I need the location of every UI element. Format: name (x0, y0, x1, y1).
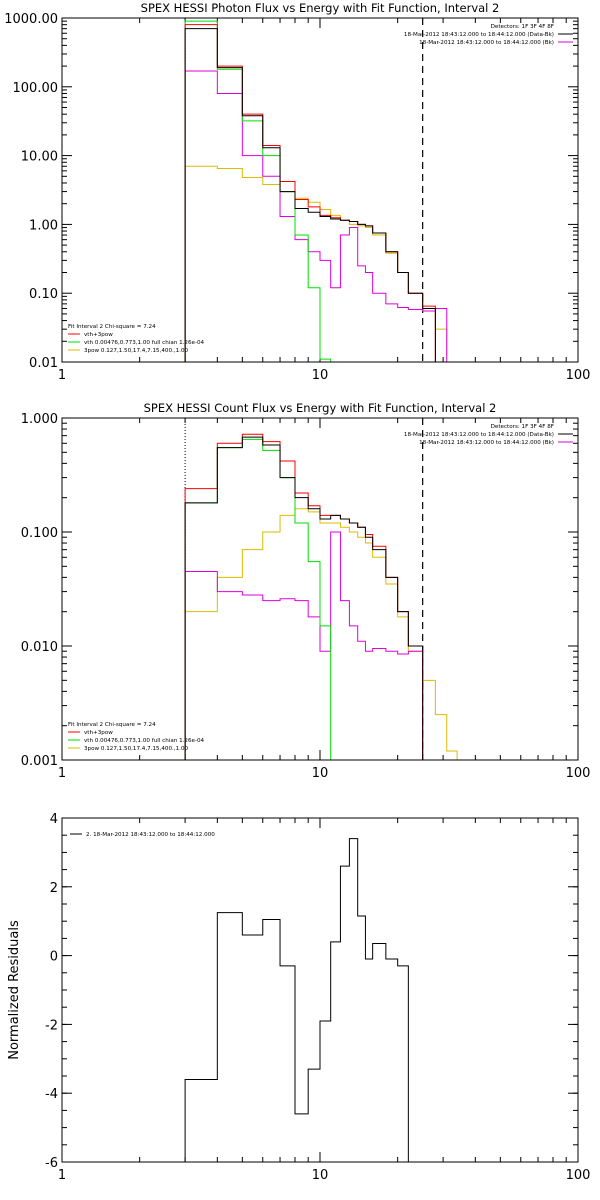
series-data-histogram (184, 838, 409, 1162)
series-pow-histogram (184, 165, 448, 362)
y-axis-label: Normalized Residuals (7, 920, 22, 1060)
chart-title: SPEX HESSI Photon Flux vs Energy with Fi… (141, 1, 500, 15)
series-bk-histogram (184, 70, 448, 362)
info-text: 18-Mar-2012 18:43:12.000 to 18:44:12.000… (404, 432, 554, 438)
x-tick-label: 100 (566, 1168, 591, 1183)
legend-text: vth 0.00476,0.773,1.00 full chian 1.26e-… (84, 738, 205, 744)
legend-text: 2. 18-Mar-2012 18:43:12.000 to 18:44:12.… (86, 832, 215, 838)
y-tick-label: -6 (45, 1156, 58, 1171)
x-tick-label: 10 (312, 766, 329, 781)
y-tick-label: 0.10 (29, 287, 58, 302)
x-tick-label: 1 (58, 1168, 66, 1183)
legend-text: vth 0.00476,0.773,1.00 full chian 1.26e-… (84, 340, 205, 346)
series-fit-histogram (184, 24, 436, 362)
y-tick-label: 4 (50, 812, 58, 827)
x-tick-label: 100 (566, 766, 591, 781)
chart-3: Normalized Residuals 1 10 100 -6 -4 -2 0 2 4 2. 18… (7, 812, 591, 1183)
x-tick-label: 1 (58, 766, 66, 781)
plot-frame (61, 17, 579, 363)
y-tick-label: 1.000 (21, 412, 58, 427)
plot-frame (61, 817, 579, 1163)
chart-2: SPEX HESSI Count Flux vs Energy with Fit… (21, 401, 591, 781)
y-tick-label: 10.00 (21, 150, 58, 165)
series-vth-histogram (184, 438, 332, 760)
legend-text: 3pow 0.127,1.50,17.4,7.15,400.,1.00 (84, 746, 189, 752)
info-text: 18-Mar-2012 18:43:12.000 to 18:44:12.000… (419, 440, 554, 446)
x-tick-label: 1 (58, 368, 66, 383)
plot-frame (61, 417, 579, 761)
chart-1: SPEX HESSI Photon Flux vs Energy with Fi… (4, 1, 591, 383)
info-text: 18-Mar-2012 18:43:12.000 to 18:44:12.000… (404, 32, 554, 38)
y-tick-label: 100.00 (13, 81, 59, 96)
legend-text: Fit Interval 2 Chi-square = 7.24 (68, 722, 156, 728)
info-text: 18-Mar-2012 18:43:12.000 to 18:44:12.000… (419, 40, 554, 46)
legend-text: vth+3pow (84, 332, 113, 338)
series-pow-histogram (184, 508, 458, 760)
chart-title: SPEX HESSI Count Flux vs Energy with Fit… (144, 401, 497, 415)
legend-text: Fit Interval 2 Chi-square = 7.24 (68, 324, 156, 330)
y-tick-label: 0 (50, 950, 58, 965)
info-text: Detectors: 1F 3F 4F 8F (491, 24, 554, 30)
y-tick-label: 0.100 (21, 526, 58, 541)
y-tick-label: 1.00 (29, 218, 58, 233)
series-data-histogram (184, 436, 424, 760)
legend-text: vth+3pow (84, 730, 113, 736)
series-fit-histogram (184, 433, 424, 760)
series-data-histogram (184, 28, 436, 362)
y-tick-label: 1000.00 (4, 12, 58, 27)
legend-text: 3pow 0.127,1.50,17.4,7.15,400.,1.00 (84, 348, 189, 354)
x-tick-label: 10 (312, 368, 329, 383)
y-tick-label: 0.001 (21, 754, 58, 769)
x-tick-label: 100 (566, 368, 591, 383)
y-tick-label: 0.01 (29, 356, 58, 371)
x-tick-label: 10 (312, 1168, 329, 1183)
y-tick-label: -2 (45, 1018, 58, 1033)
y-tick-label: -4 (45, 1087, 58, 1102)
series-bk-histogram (184, 531, 424, 760)
series-vth-histogram (184, 20, 332, 362)
y-tick-label: 0.010 (21, 640, 58, 655)
y-tick-label: 2 (50, 881, 58, 896)
info-text: Detectors: 1F 3F 4F 8F (491, 424, 554, 430)
